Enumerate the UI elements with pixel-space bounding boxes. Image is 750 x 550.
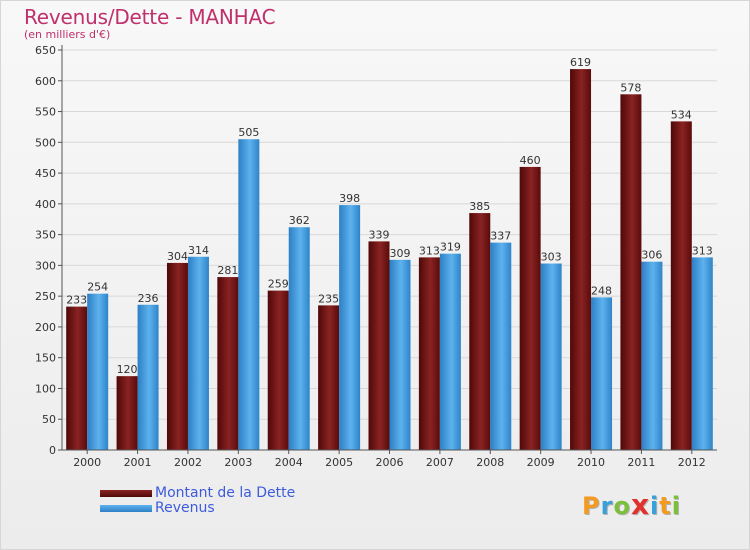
y-tick-label: 550	[35, 106, 56, 119]
logo-letter: i	[650, 492, 660, 520]
y-tick-label: 150	[35, 352, 56, 365]
x-tick-label: 2012	[678, 456, 706, 469]
logo-letter: r	[600, 492, 614, 520]
legend-swatch-debt	[100, 490, 152, 497]
bar-revenus	[389, 259, 411, 450]
value-label-revenus: 306	[641, 249, 662, 262]
y-tick-label: 400	[35, 198, 56, 211]
y-tick-label: 0	[49, 444, 56, 457]
legend-label-revenus: Revenus	[155, 500, 215, 516]
proxiti-logo: Proxiti	[582, 488, 681, 521]
x-tick-label: 2009	[527, 456, 555, 469]
bar-dette	[116, 376, 138, 450]
y-tick-label: 50	[42, 413, 56, 426]
value-label-dette: 120	[117, 363, 138, 376]
labels-group: 0 50 100 150 200 250 300 350 400 450 500 550 600 650 2…	[35, 44, 713, 469]
x-tick-label: 2006	[376, 456, 404, 469]
x-tick-label: 2000	[73, 456, 101, 469]
value-label-dette: 339	[369, 228, 390, 241]
value-label-dette: 578	[620, 81, 641, 94]
bar-revenus	[339, 205, 361, 450]
bar-dette	[66, 306, 88, 450]
value-label-revenus: 398	[339, 192, 360, 205]
legend-label-debt: Montant de la Dette	[155, 485, 296, 501]
y-tick-label: 250	[35, 290, 56, 303]
value-label-revenus: 319	[440, 241, 461, 254]
value-label-revenus: 248	[591, 284, 612, 297]
x-tick-label: 2010	[577, 456, 605, 469]
value-label-revenus: 313	[692, 244, 713, 257]
x-tick-label: 2004	[275, 456, 303, 469]
bar-revenus	[591, 297, 613, 450]
bar-revenus	[87, 293, 109, 450]
value-label-dette: 233	[66, 294, 87, 307]
bar-revenus	[641, 261, 663, 450]
bar-dette	[570, 69, 592, 451]
value-label-dette: 235	[318, 292, 339, 305]
chart-subtitle: (en milliers d'€)	[24, 28, 111, 41]
y-tick-label: 350	[35, 229, 56, 242]
bar-revenus	[238, 139, 260, 450]
bar-dette	[318, 305, 340, 450]
y-tick-label: 300	[35, 259, 56, 272]
y-tick-label: 200	[35, 321, 56, 334]
value-label-revenus: 236	[138, 292, 159, 305]
x-tick-label: 2011	[627, 456, 655, 469]
value-label-revenus: 505	[238, 126, 259, 139]
x-tick-label: 2002	[174, 456, 202, 469]
bar-dette	[267, 290, 289, 450]
axes-group	[58, 45, 717, 454]
bar-dette	[418, 257, 440, 450]
value-label-dette: 259	[268, 278, 289, 291]
y-tick-label: 600	[35, 75, 56, 88]
logo-letter: x	[630, 488, 650, 521]
bar-dette	[519, 166, 541, 450]
y-tick-label: 100	[35, 382, 56, 395]
bar-dette	[670, 121, 692, 450]
value-label-revenus: 314	[188, 244, 209, 257]
bar-dette	[368, 241, 390, 450]
y-tick-label: 500	[35, 136, 56, 149]
logo-letter: t	[659, 492, 672, 520]
logo-letter: o	[613, 492, 631, 520]
bar-revenus	[490, 242, 512, 450]
value-label-revenus: 337	[490, 230, 511, 243]
bar-revenus	[187, 256, 209, 450]
x-tick-label: 2008	[476, 456, 504, 469]
bar-dette	[469, 213, 491, 450]
value-label-dette: 385	[469, 200, 490, 213]
bar-revenus	[288, 227, 310, 450]
logo-letter: P	[582, 492, 601, 520]
legend-swatch-revenus	[100, 505, 152, 512]
value-label-dette: 313	[419, 244, 440, 257]
y-tick-label: 450	[35, 167, 56, 180]
value-label-revenus: 303	[541, 251, 562, 264]
bar-revenus	[691, 257, 713, 450]
value-label-revenus: 309	[390, 247, 411, 260]
bar-revenus	[540, 263, 562, 450]
bars-group	[66, 69, 713, 451]
x-tick-label: 2007	[426, 456, 454, 469]
x-tick-label: 2003	[224, 456, 252, 469]
logo-letter: i	[671, 492, 681, 520]
chart-title: Revenus/Dette - MANHAC	[24, 5, 276, 29]
value-label-revenus: 254	[87, 281, 108, 294]
bar-revenus	[439, 253, 461, 450]
value-label-dette: 460	[520, 154, 541, 167]
bar-dette	[217, 277, 239, 450]
y-tick-label: 650	[35, 44, 56, 57]
bar-dette	[166, 262, 188, 450]
value-label-dette: 619	[570, 56, 591, 69]
value-label-dette: 534	[671, 108, 692, 121]
value-label-dette: 281	[217, 264, 238, 277]
x-tick-label: 2005	[325, 456, 353, 469]
value-label-dette: 304	[167, 250, 188, 263]
x-tick-label: 2001	[124, 456, 152, 469]
bar-dette	[620, 94, 642, 451]
value-label-revenus: 362	[289, 214, 310, 227]
bar-revenus	[137, 304, 159, 450]
